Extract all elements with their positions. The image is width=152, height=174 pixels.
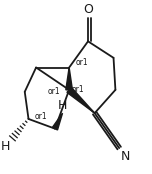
Text: H: H bbox=[58, 99, 67, 112]
Text: H: H bbox=[1, 140, 11, 153]
Polygon shape bbox=[67, 87, 95, 113]
Text: N: N bbox=[121, 150, 130, 163]
Text: or1: or1 bbox=[47, 87, 60, 96]
Text: or1: or1 bbox=[72, 85, 85, 94]
Text: or1: or1 bbox=[34, 112, 47, 121]
Text: O: O bbox=[83, 3, 93, 16]
Polygon shape bbox=[52, 113, 62, 130]
Text: or1: or1 bbox=[76, 58, 88, 67]
Polygon shape bbox=[66, 68, 73, 90]
